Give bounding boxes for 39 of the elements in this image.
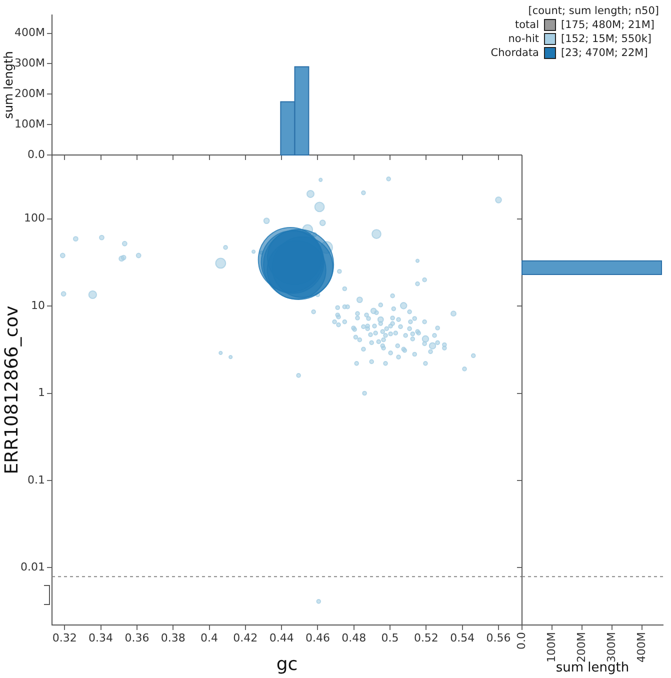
x-tick-label: 0.52 [414, 631, 438, 644]
x-tick-label: 0.44 [269, 631, 294, 644]
legend-label: total [514, 19, 539, 31]
y-tick-label: 0.01 [20, 560, 45, 574]
x-tick-label: 0.4 [200, 631, 218, 644]
x-axis-title: sum length [556, 660, 630, 676]
y-tick-label: 10 [31, 298, 45, 312]
x-tick-label: 0.5 [381, 631, 399, 644]
y-tick-label: 0.0 [28, 148, 45, 161]
x-tick-label: 0.54 [450, 631, 475, 644]
x-tick-label: 0.0 [514, 632, 528, 650]
text: [175; 480M; 21M] [561, 19, 656, 31]
x-tick-label: 0.34 [88, 631, 114, 644]
x-axis-title: gc [276, 654, 298, 675]
x-tick-label: 200M [574, 632, 588, 662]
text: [23; 470M; 22M] [561, 47, 649, 59]
y-tick-label: 300M [14, 56, 45, 70]
x-tick-label: 0.56 [486, 631, 511, 644]
x-tick-label: 300M [604, 632, 618, 662]
x-tick-label: 0.32 [52, 631, 77, 644]
x-tick-label: 0.46 [305, 631, 330, 644]
x-tick-label: 400M [634, 632, 648, 662]
legend-label: no-hit [508, 33, 539, 45]
y-tick-label: 200M [14, 86, 45, 100]
y-axis-title: sum length [1, 51, 16, 119]
x-tick-label: 0.48 [342, 631, 366, 644]
x-tick-label: 0.38 [160, 631, 186, 644]
y-axis-title: ERR10812866_cov [1, 305, 22, 474]
legend-title: [count; sum length; n50] [527, 5, 660, 17]
y-tick-label: 1 [38, 386, 45, 400]
x-tick-label: 0.42 [233, 631, 258, 644]
y-tick-label: 100 [24, 212, 45, 225]
y-tick-label: 100M [14, 117, 45, 130]
legend-label: Chordata [490, 47, 539, 59]
y-tick-label: 0.1 [28, 473, 45, 486]
x-tick-label: 100M [544, 632, 558, 662]
y-tick-label: 400M [14, 26, 45, 40]
text: [152; 15M; 550k] [561, 33, 653, 45]
x-tick-label: 0.36 [124, 631, 150, 644]
